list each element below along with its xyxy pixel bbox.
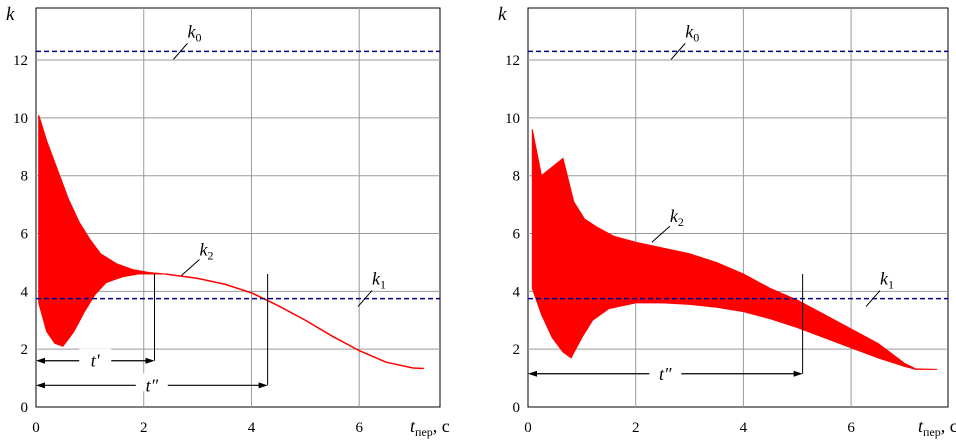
arrow-head xyxy=(145,357,155,364)
k2-oscillation-band xyxy=(38,114,166,347)
curve-label-k2: k2 xyxy=(670,206,684,229)
y-tick-label: 0 xyxy=(513,400,521,416)
leader-line xyxy=(865,290,881,307)
y-axis-label: k xyxy=(6,4,15,25)
curve-label-k2: k2 xyxy=(199,239,213,262)
x-tick-label: 2 xyxy=(140,420,148,436)
reference-label-k1: k1 xyxy=(372,269,386,292)
interval-label: t′ xyxy=(91,351,101,371)
label-backdrop xyxy=(649,361,682,380)
y-tick-label: 6 xyxy=(513,227,521,243)
k2-curve xyxy=(165,273,424,370)
leader-line xyxy=(357,290,373,307)
leader-line xyxy=(173,43,188,60)
arrow-head xyxy=(36,382,45,389)
arrow-head xyxy=(528,370,537,377)
x-axis-label: tпер, c xyxy=(410,416,450,439)
y-tick-label: 8 xyxy=(21,169,29,185)
y-tick-label: 4 xyxy=(513,284,521,300)
plot-frame xyxy=(35,7,441,408)
arrow-head xyxy=(258,382,268,389)
x-tick-label: 6 xyxy=(847,420,855,436)
y-tick-label: 12 xyxy=(13,53,28,69)
plot-frame xyxy=(527,7,949,408)
x-tick-label: 4 xyxy=(248,420,256,436)
y-tick-label: 8 xyxy=(513,169,521,185)
interval-label: t″ xyxy=(659,364,672,384)
arrow-head xyxy=(793,370,803,377)
reference-label-k1: k1 xyxy=(880,269,894,292)
x-tick-label: 6 xyxy=(355,420,363,436)
x-axis-label: tпер, c xyxy=(918,416,956,439)
y-tick-label: 4 xyxy=(21,284,29,300)
label-backdrop xyxy=(79,348,112,367)
leader-line xyxy=(651,225,671,243)
leader-line xyxy=(181,259,200,276)
reference-label-k0: k0 xyxy=(685,21,699,44)
y-tick-label: 2 xyxy=(21,342,29,358)
x-tick-label: 4 xyxy=(740,420,748,436)
x-tick-label: 0 xyxy=(32,420,40,436)
y-tick-label: 0 xyxy=(21,400,29,416)
k2-oscillation-band xyxy=(531,129,938,370)
x-tick-label: 2 xyxy=(632,420,640,436)
y-tick-label: 2 xyxy=(513,342,521,358)
chart-panel-right: 0 2 4 6 0 2 4 6 8 10 12 k tпер, c k0 k1 k2 t″ xyxy=(498,4,956,439)
arrow-head xyxy=(36,357,45,364)
y-tick-label: 10 xyxy=(13,111,28,127)
chart-panel-left: 0 2 4 6 0 2 4 6 8 10 12 k tпер, c k0 k1 k2 t′ t″ xyxy=(6,4,450,439)
leader-line xyxy=(670,43,686,60)
x-tick-label: 0 xyxy=(524,420,532,436)
interval-label: t″ xyxy=(146,375,159,395)
y-tick-label: 6 xyxy=(21,227,29,243)
label-backdrop xyxy=(135,373,168,392)
y-tick-label: 10 xyxy=(505,111,520,127)
reference-label-k0: k0 xyxy=(187,21,201,44)
y-tick-label: 12 xyxy=(505,53,520,69)
y-axis-label: k xyxy=(498,4,507,25)
